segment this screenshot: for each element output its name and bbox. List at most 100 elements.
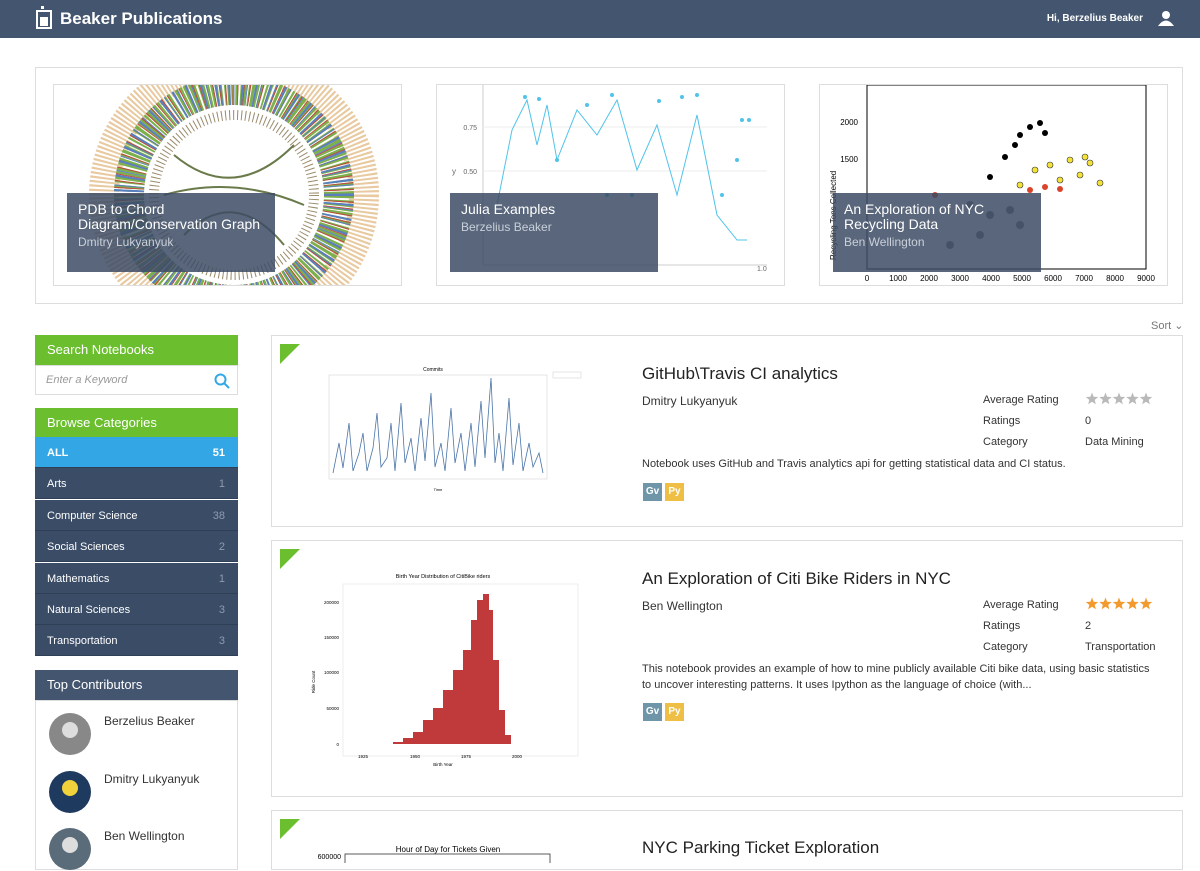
avatar[interactable] xyxy=(48,827,92,871)
thumb-tick: 100000 xyxy=(324,670,340,675)
thumb-tick: 0 xyxy=(336,742,339,747)
tick-label: 1.0 xyxy=(757,266,767,273)
thumb-title: Hour of Day for Tickets Given xyxy=(396,845,500,854)
ratings-label: Ratings xyxy=(983,620,1021,632)
ratings-count: 2 xyxy=(1085,620,1092,632)
category-label: Category xyxy=(983,641,1028,653)
featured-overlay[interactable]: Julia Examples Berzelius Beaker xyxy=(450,193,658,272)
category-name[interactable]: Arts xyxy=(47,478,67,491)
notebook-title[interactable]: NYC Parking Ticket Exploration xyxy=(642,838,880,857)
thumb-title: Birth Year Distribution of CitiBike ride… xyxy=(396,574,491,580)
language-badge: Gv xyxy=(643,703,662,721)
tick-label: 7000 xyxy=(1075,274,1093,283)
featured-title[interactable]: PDB to Chord Diagram/Conservation Graph xyxy=(78,201,261,232)
notebook-author[interactable]: Ben Wellington xyxy=(642,599,723,613)
category-name[interactable]: Social Sciences xyxy=(47,541,125,554)
star xyxy=(1099,392,1112,405)
category-name[interactable]: Natural Sciences xyxy=(47,604,131,616)
thumb-tick: 200000 xyxy=(324,600,340,605)
category-row[interactable]: Transportation 3 xyxy=(35,625,238,657)
thumb-tick: 1950 xyxy=(410,754,421,759)
featured-author: Dmitry Lukyanyuk xyxy=(78,235,174,249)
tick-label: 0.75 xyxy=(463,125,477,132)
sort-button[interactable]: Sort ⌄ xyxy=(1151,320,1184,332)
contributor-name[interactable]: Ben Wellington xyxy=(104,829,185,843)
thumb-axis-label: Time xyxy=(434,487,444,492)
language-badge: Py xyxy=(665,703,684,721)
thumb-axis-label: Birth Year xyxy=(433,762,453,767)
rating-label: Average Rating xyxy=(983,599,1059,611)
thumb-tick: 1975 xyxy=(461,754,472,759)
featured-overlay[interactable]: An Exploration of NYC Recycling Data Ben… xyxy=(833,193,1041,272)
star xyxy=(1126,392,1139,405)
category-value: Data Mining xyxy=(1085,436,1144,448)
logo-icon xyxy=(36,6,52,29)
category-name[interactable]: Transportation xyxy=(47,635,118,648)
search-icon[interactable] xyxy=(214,373,230,389)
thumb-tick: 2000 xyxy=(512,754,523,759)
category-row[interactable]: Social Sciences 2 xyxy=(35,531,238,563)
category-row[interactable]: Arts 1 xyxy=(35,468,238,500)
star xyxy=(1112,392,1126,405)
notebook-title[interactable]: An Exploration of Citi Bike Riders in NY… xyxy=(642,569,951,588)
avatar-face xyxy=(62,837,78,853)
contributor-name[interactable]: Berzelius Beaker xyxy=(104,714,195,728)
avatar[interactable] xyxy=(48,770,92,814)
category-row[interactable]: Computer Science 38 xyxy=(35,499,238,531)
notebook-thumbnail[interactable]: Hour of Day for Tickets Given 600000 xyxy=(303,840,583,863)
ratings-label: Ratings xyxy=(983,415,1021,427)
greeting[interactable]: Hi, Berzelius Beaker xyxy=(1046,13,1143,24)
sort-label[interactable]: Sort xyxy=(1151,320,1172,332)
corner-flag xyxy=(280,549,300,569)
notebook-title[interactable]: GitHub\Travis CI analytics xyxy=(642,364,838,383)
search-input[interactable]: Enter a Keyword xyxy=(35,365,238,395)
star xyxy=(1085,392,1099,405)
featured-overlay[interactable]: PDB to Chord Diagram/Conservation Graph … xyxy=(67,193,275,272)
contributor-name[interactable]: Dmitry Lukyanyuk xyxy=(104,771,200,786)
category-name[interactable]: ALL xyxy=(47,447,69,459)
star xyxy=(1139,597,1153,610)
avatar[interactable] xyxy=(48,712,92,756)
category-name[interactable]: Computer Science xyxy=(47,509,138,522)
stars xyxy=(1085,392,1153,405)
star xyxy=(1085,597,1099,610)
language-badge: Gv xyxy=(643,483,662,501)
notebook-author[interactable]: Dmitry Lukyanyuk xyxy=(642,394,738,408)
site-title[interactable]: Beaker Publications xyxy=(60,9,223,28)
category-count: 2 xyxy=(218,541,225,554)
notebook-thumbnail[interactable]: Birth Year Distribution of CitiBike ride… xyxy=(303,570,583,770)
featured-author: Berzelius Beaker xyxy=(461,220,552,234)
star-rating xyxy=(1085,392,1155,411)
corner-flag xyxy=(280,819,300,839)
thumb-tick: 1925 xyxy=(358,754,369,759)
notebook-card[interactable] xyxy=(271,540,1183,797)
tick-label: 9000 xyxy=(1137,274,1155,283)
thumb-title: Commits xyxy=(423,367,443,373)
category-row[interactable]: ALL 51 xyxy=(35,437,238,468)
header: Beaker Publications Hi, Berzelius Beaker xyxy=(0,0,1200,38)
notebook-card[interactable] xyxy=(271,810,1183,870)
notebook-description: This notebook provides an example of how… xyxy=(642,663,1150,691)
tick-label: 0 xyxy=(865,274,870,283)
thumb-axis-label: Ride Count xyxy=(311,670,316,693)
featured-author: Ben Wellington xyxy=(844,235,925,249)
thumb-tick: 50000 xyxy=(326,706,339,711)
featured-title[interactable]: An Exploration of NYC Recycling Data xyxy=(844,201,985,232)
category-count: 1 xyxy=(218,478,225,491)
category-row[interactable]: Mathematics 1 xyxy=(35,562,238,594)
categories-header: Browse Categories xyxy=(35,408,238,437)
star xyxy=(1139,392,1153,405)
featured-title[interactable]: Julia Examples xyxy=(461,201,556,217)
tick-label: 1500 xyxy=(840,155,858,164)
notebook-thumbnail[interactable]: Commits Time xyxy=(303,363,583,495)
user-icon[interactable] xyxy=(1158,10,1174,26)
tick-label: 3000 xyxy=(951,274,969,283)
tick-label: 2000 xyxy=(920,274,938,283)
category-count: 38 xyxy=(212,509,225,522)
category-name[interactable]: Mathematics xyxy=(47,572,110,585)
corner-flag xyxy=(280,344,300,364)
category-row[interactable]: Natural Sciences 3 xyxy=(35,594,238,625)
axis-label: y xyxy=(452,167,456,176)
contributors-header: Top Contributors xyxy=(35,670,238,700)
